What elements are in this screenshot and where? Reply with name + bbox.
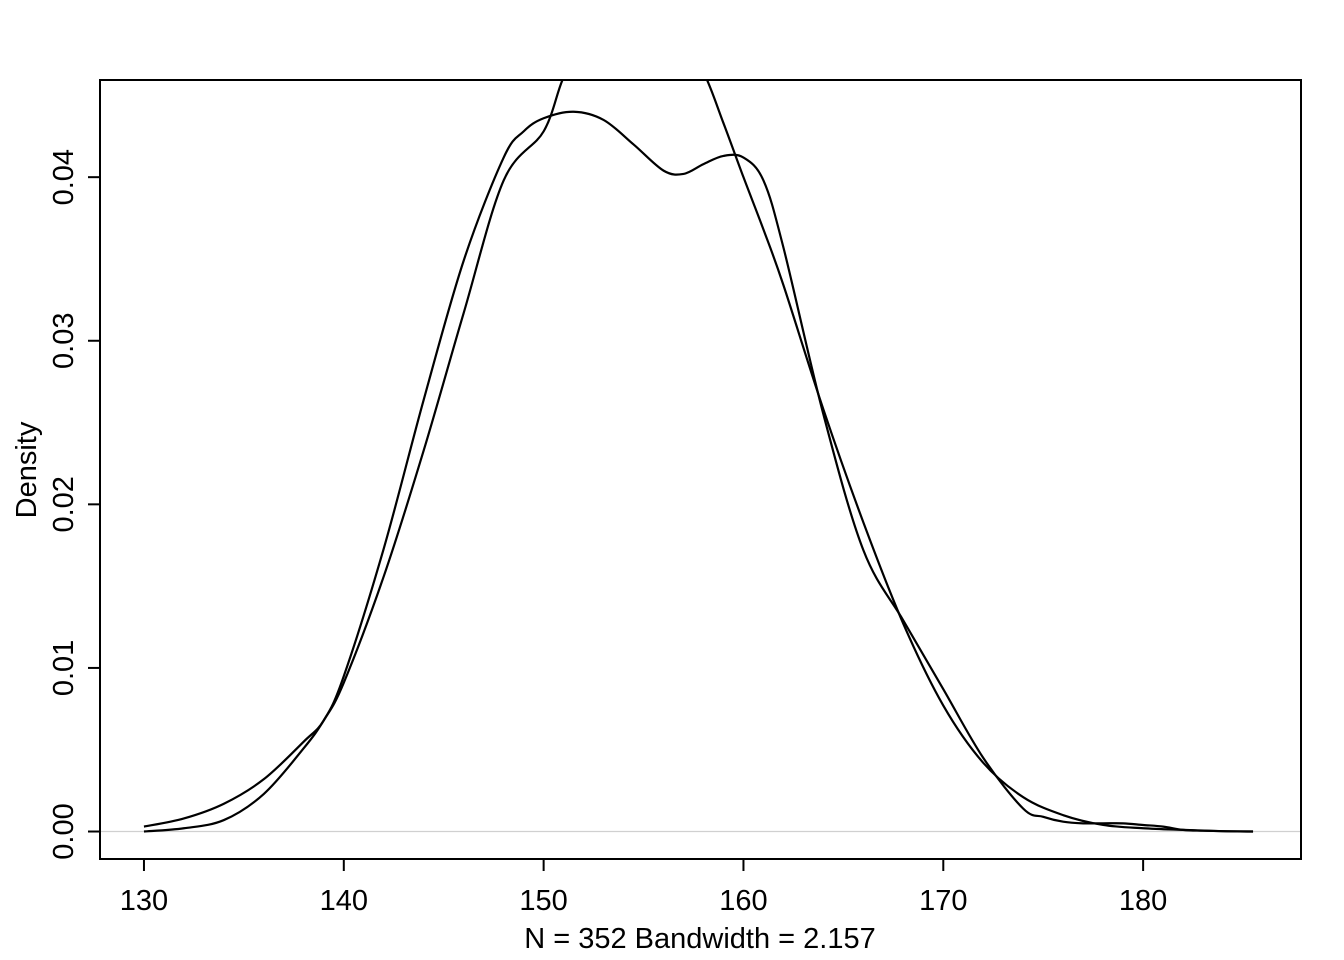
x-tick-label: 160 — [719, 885, 767, 917]
density-line-2 — [143, 80, 1254, 833]
x-axis: 130 140 150 160 170 180 — [120, 858, 1167, 917]
y-tick-label: 0.00 — [48, 803, 80, 859]
x-tick-label: 170 — [919, 885, 967, 917]
series-group — [143, 80, 1254, 833]
x-tick-label: 140 — [320, 885, 368, 917]
x-axis-label: N = 352 Bandwidth = 2.157 — [524, 923, 875, 955]
y-tick-label: 0.02 — [48, 476, 80, 532]
x-tick-label: 150 — [519, 885, 567, 917]
y-tick-label: 0.03 — [48, 313, 80, 369]
density-line-1 — [143, 110, 1254, 833]
y-axis: 0.00 0.01 0.02 0.03 0.04 — [48, 149, 101, 860]
plot-frame — [99, 79, 1302, 860]
y-tick-label: 0.01 — [48, 640, 80, 696]
x-tick-label: 180 — [1119, 885, 1167, 917]
x-tick-label: 130 — [120, 885, 168, 917]
y-tick-label: 0.04 — [48, 149, 80, 205]
y-axis-label: Density — [11, 421, 43, 518]
